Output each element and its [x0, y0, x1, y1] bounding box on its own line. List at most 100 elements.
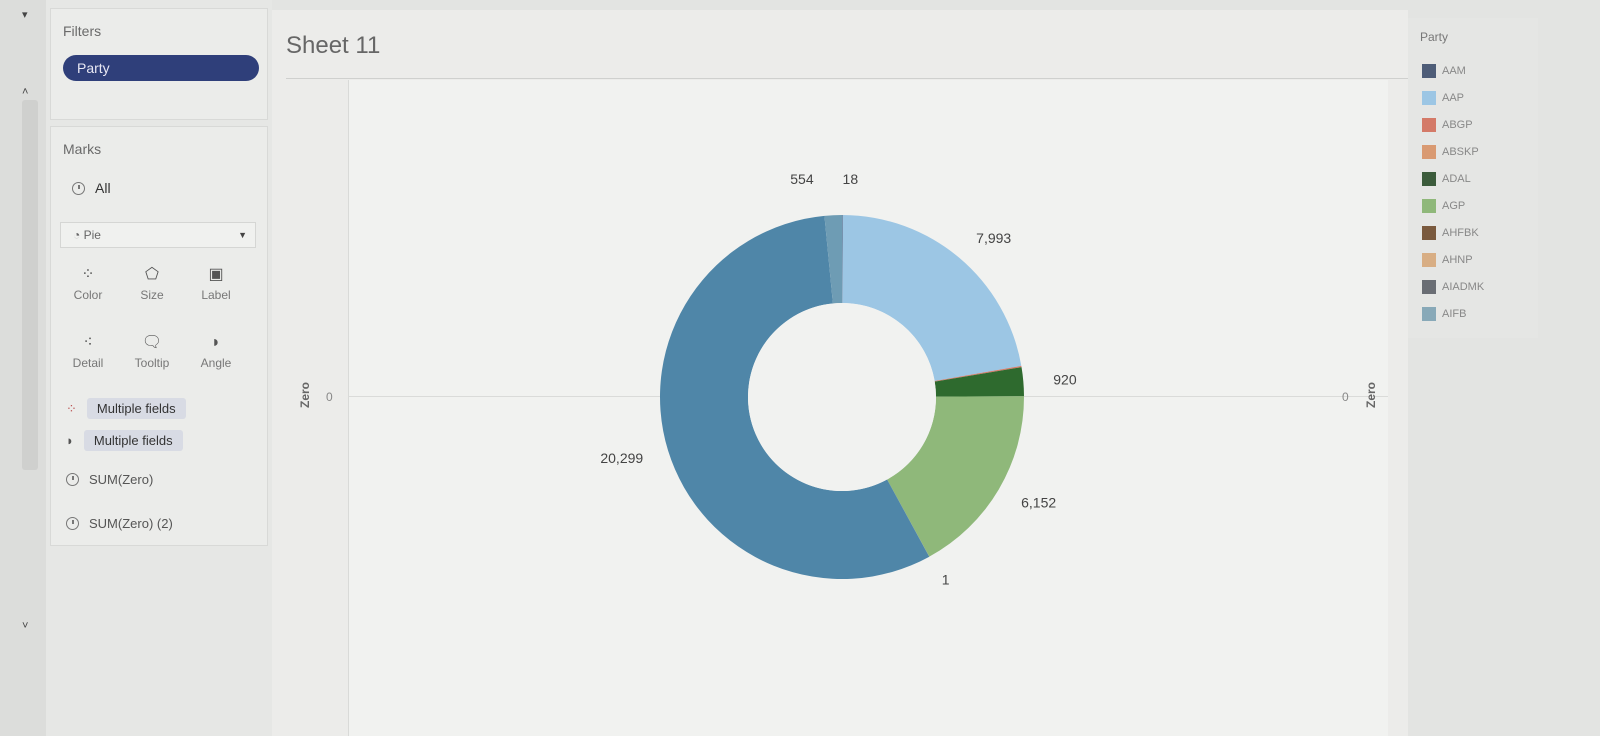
color-legend: Party AAM AAP ABGP ABSKP ADAL AGP AHFBK AHNP AIA…: [1408, 18, 1538, 338]
data-label: 18: [843, 171, 859, 187]
sheet-title: Sheet 11: [286, 32, 381, 59]
legend-swatch: [1422, 64, 1436, 78]
legend-label: AHNP: [1442, 254, 1473, 266]
legend-label: ABGP: [1442, 119, 1473, 131]
pie-slice[interactable]: [842, 215, 1022, 381]
field-pill-multiple-angle[interactable]: Multiple fields: [83, 430, 183, 451]
legend-item[interactable]: ABGP: [1422, 116, 1473, 134]
color-dots-icon: ⁘: [81, 266, 95, 283]
legend-swatch: [1422, 118, 1436, 132]
legend-label: AGP: [1442, 200, 1466, 212]
detail-button-label: Detail: [72, 356, 104, 370]
legend-swatch: [1422, 253, 1436, 267]
detail-button[interactable]: ⁖ Detail: [60, 326, 116, 382]
color-dots-icon: ⁘: [66, 400, 77, 416]
tooltip-icon: 🗨: [141, 334, 163, 351]
legend-item[interactable]: AIADMK: [1422, 278, 1484, 296]
left-panel: Filters Party Marks All ◔ Pie ▼ ⁘ Color …: [46, 0, 272, 736]
scroll-down-icon[interactable]: ˅: [22, 620, 29, 632]
pie-slice[interactable]: [934, 365, 1022, 382]
label-icon: ▣: [208, 266, 224, 283]
pie-icon: ◔: [73, 228, 84, 242]
marks-all-label: All: [95, 180, 111, 196]
marks-card: Marks: [50, 126, 268, 546]
data-label: 20,299: [600, 450, 643, 466]
legend-swatch: [1422, 172, 1436, 186]
tooltip-button[interactable]: 🗨 Tooltip: [124, 326, 180, 382]
legend-swatch: [1422, 199, 1436, 213]
tooltip-button-label: Tooltip: [134, 356, 170, 370]
filter-pill-party[interactable]: Party: [63, 55, 259, 81]
all-marks-icon: [66, 473, 79, 486]
legend-swatch: [1422, 91, 1436, 105]
field-row-color[interactable]: ⁘ Multiple fields: [66, 398, 186, 419]
legend-item[interactable]: AAP: [1422, 89, 1464, 107]
size-icon: ⬠: [145, 266, 159, 283]
field-sum-zero[interactable]: SUM(Zero): [89, 472, 154, 487]
pie-slice[interactable]: [824, 215, 842, 304]
pie-slice[interactable]: [842, 215, 843, 304]
field-row-sum-zero-2[interactable]: SUM(Zero) (2): [66, 516, 173, 531]
angle-icon: ◗: [211, 334, 221, 351]
legend-label: AAP: [1442, 92, 1465, 104]
legend-label: ADAL: [1442, 173, 1471, 185]
side-scrollbar[interactable]: [22, 100, 38, 470]
title-divider: [286, 78, 1408, 79]
data-label: 1: [942, 572, 950, 588]
legend-swatch: [1422, 307, 1436, 321]
legend-title: Party: [1420, 30, 1449, 44]
legend-swatch: [1422, 280, 1436, 294]
data-label: 554: [790, 171, 814, 187]
pie-slice[interactable]: [887, 396, 1024, 557]
detail-icon: ⁖: [83, 334, 93, 351]
scroll-up-icon[interactable]: ˄: [22, 86, 29, 98]
legend-item[interactable]: AAM: [1422, 62, 1466, 80]
outer-scroll-strip: ▾ ˄ ˅: [0, 0, 46, 736]
legend-item[interactable]: AIFB: [1422, 305, 1466, 323]
color-button-label: Color: [73, 288, 103, 302]
chevron-down-icon: ▼: [238, 230, 247, 240]
all-marks-icon: [72, 181, 85, 195]
legend-swatch: [1422, 226, 1436, 240]
collapse-arrow-icon[interactable]: ▾: [22, 9, 28, 21]
data-label: 920: [1053, 371, 1077, 387]
legend-label: AHFBK: [1442, 227, 1479, 239]
size-button-label: Size: [140, 288, 164, 302]
angle-button[interactable]: ◗ Angle: [188, 326, 244, 382]
legend-item[interactable]: AHNP: [1422, 251, 1473, 269]
marks-all-row[interactable]: All: [72, 180, 111, 196]
legend-item[interactable]: AGP: [1422, 197, 1465, 215]
legend-label: AAM: [1442, 65, 1466, 77]
field-sum-zero-2[interactable]: SUM(Zero) (2): [89, 516, 173, 531]
label-button-label: Label: [201, 288, 231, 302]
angle-icon: ◗: [66, 433, 74, 448]
mark-type-dropdown[interactable]: ◔ Pie ▼: [60, 222, 256, 248]
marks-title: Marks: [63, 141, 102, 157]
legend-swatch: [1422, 145, 1436, 159]
right-axis-tick: 0: [1342, 390, 1349, 404]
legend-label: ABSKP: [1442, 146, 1479, 158]
filters-title: Filters: [63, 23, 102, 39]
mark-type-label: Pie: [83, 228, 101, 242]
legend-item[interactable]: ABSKP: [1422, 143, 1479, 161]
legend-item[interactable]: AHFBK: [1422, 224, 1479, 242]
data-label: 7,993: [976, 230, 1011, 246]
left-axis-tick: 0: [326, 390, 333, 404]
pie-slice[interactable]: [887, 479, 930, 557]
all-marks-icon: [66, 517, 79, 530]
legend-item[interactable]: ADAL: [1422, 170, 1471, 188]
color-button[interactable]: ⁘ Color: [60, 258, 116, 314]
legend-label: AIADMK: [1442, 281, 1485, 293]
label-button[interactable]: ▣ Label: [188, 258, 244, 314]
field-row-angle[interactable]: ◗ Multiple fields: [66, 430, 183, 451]
field-row-sum-zero[interactable]: SUM(Zero): [66, 472, 153, 487]
angle-button-label: Angle: [200, 356, 232, 370]
size-button[interactable]: ⬠ Size: [124, 258, 180, 314]
field-pill-multiple-color[interactable]: Multiple fields: [86, 398, 186, 419]
donut-hole: [748, 303, 936, 491]
pie-slice[interactable]: [934, 367, 1024, 397]
data-label: 6,152: [1021, 495, 1056, 511]
pie-slice[interactable]: [660, 215, 930, 579]
filters-card: Filters Party: [50, 8, 268, 120]
